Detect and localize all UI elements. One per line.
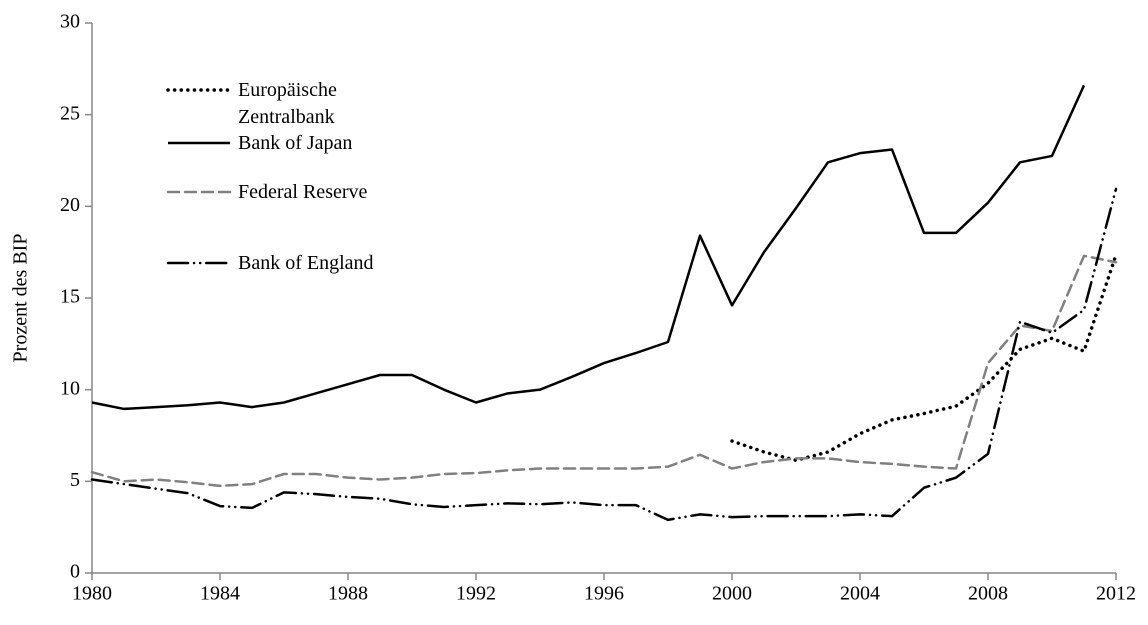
y-tick-label: 0 xyxy=(70,561,80,583)
y-tick-label: 20 xyxy=(60,194,80,216)
x-tick-label: 1984 xyxy=(200,583,240,605)
legend-label: Bank of England xyxy=(238,252,374,274)
y-tick-label: 30 xyxy=(60,11,80,33)
y-tick-label: 5 xyxy=(70,469,80,491)
x-tick-label: 1992 xyxy=(456,583,496,605)
series-line xyxy=(90,187,1118,522)
series-line xyxy=(90,254,1118,488)
x-tick-label: 1988 xyxy=(328,583,368,605)
y-axis-label: Prozent des BIP xyxy=(10,234,32,363)
series-line xyxy=(91,84,1086,411)
legend-label: Europäische Zentralbank xyxy=(238,79,337,128)
x-tick-label: 2000 xyxy=(712,583,752,605)
y-tick-label: 10 xyxy=(60,377,80,399)
y-tick-label: 25 xyxy=(60,102,80,124)
x-tick-label: 2012 xyxy=(1096,583,1136,605)
series-line xyxy=(730,253,1118,462)
x-tick-label: 2008 xyxy=(968,583,1008,605)
x-tick-label: 1996 xyxy=(584,583,624,605)
y-tick-label: 15 xyxy=(60,286,80,308)
x-tick-label: 1980 xyxy=(72,583,112,605)
x-tick-label: 2004 xyxy=(840,583,880,605)
legend-label: Federal Reserve xyxy=(238,181,368,203)
legend-label: Bank of Japan xyxy=(238,132,353,154)
